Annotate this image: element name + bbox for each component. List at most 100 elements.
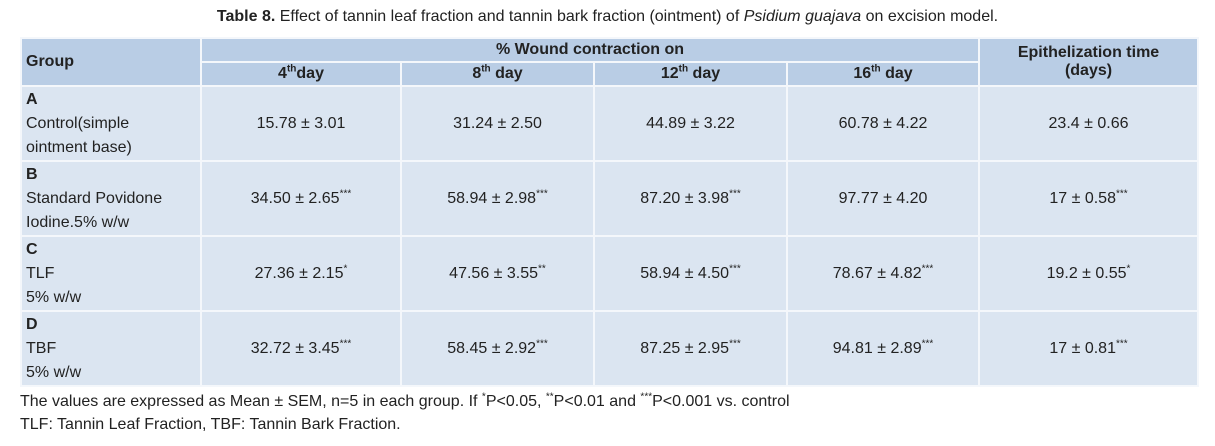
day-word: day xyxy=(296,65,324,82)
group-line: 5% w/w xyxy=(26,364,82,381)
wound-header: % Wound contraction on xyxy=(199,37,981,63)
segment-text: P<0.001 vs. control xyxy=(652,393,790,410)
value-cell: 58.94 ± 4.50*** xyxy=(593,235,788,312)
group-line: 5% w/w xyxy=(26,289,82,306)
value-cell: 17 ± 0.58*** xyxy=(978,160,1200,237)
group-line: ointment base) xyxy=(26,139,132,156)
day-word: day xyxy=(490,65,523,82)
day-header: 16th day xyxy=(785,61,981,87)
cell-value: 23.4 ± 0.66 xyxy=(1048,114,1129,132)
significance: *** xyxy=(1115,188,1128,200)
group-cell: B Standard Povidone Iodine.5% w/w xyxy=(20,160,202,237)
cell-value: 27.36 ± 2.15 xyxy=(254,264,344,282)
body-row: D TBF 5% w/w 32.72 ± 3.45*** 58.45 ± 2.92***… xyxy=(20,310,1200,387)
data-table: Group% Wound contraction on Epithelizatio… xyxy=(20,37,1200,387)
table-header: Group% Wound contraction on Epithelizatio… xyxy=(20,37,1200,87)
caption: Table 8. Effect of tannin leaf fraction … xyxy=(0,8,1215,26)
day-suffix: th xyxy=(286,63,297,75)
day-number: 16 xyxy=(853,65,872,82)
value-cell: 97.77 ± 4.20 xyxy=(785,160,981,237)
segment-bold: Table 8. xyxy=(216,8,276,25)
value-cell: 34.50 ± 2.65*** xyxy=(200,160,402,237)
value-cell: 19.2 ± 0.55* xyxy=(978,235,1200,312)
cell-value: 60.78 ± 4.22 xyxy=(838,114,928,132)
group-letter: A xyxy=(26,91,38,108)
segment-sup: ** xyxy=(545,391,554,403)
value-cell: 87.20 ± 3.98*** xyxy=(593,160,788,237)
segment-italic: Psidium guajava xyxy=(743,8,862,25)
significance: *** xyxy=(536,188,548,200)
header-line: Epithelization time xyxy=(1017,44,1160,61)
value-cell: 60.78 ± 4.22 xyxy=(785,85,981,162)
significance: *** xyxy=(536,338,548,350)
segment-text: P<0.01 and xyxy=(553,393,641,410)
group-cell: A Control(simple ointment base) xyxy=(20,85,202,162)
cell-value: 87.20 ± 3.98 xyxy=(640,189,730,207)
significance: *** xyxy=(339,338,352,350)
significance: ** xyxy=(538,263,546,275)
cell-value: 17 ± 0.58 xyxy=(1049,189,1116,207)
value-cell: 58.94 ± 2.98*** xyxy=(400,160,595,237)
group-letter: D xyxy=(26,316,38,333)
segment-sup: *** xyxy=(640,391,653,403)
day-number: 8 xyxy=(472,65,482,82)
value-cell: 58.45 ± 2.92*** xyxy=(400,310,595,387)
significance: *** xyxy=(1115,338,1128,350)
cell-value: 78.67 ± 4.82 xyxy=(832,264,922,282)
cell-value: 94.81 ± 2.89 xyxy=(832,339,922,357)
header-row: 4thday 8th day 12th day 16th day xyxy=(21,61,1198,87)
significance: * xyxy=(1126,263,1131,275)
value-cell: 44.89 ± 3.22 xyxy=(593,85,788,162)
cell-value: 17 ± 0.81 xyxy=(1049,339,1116,357)
day-number: 12 xyxy=(660,65,679,82)
day-suffix: th xyxy=(678,63,689,75)
cell-value: 32.72 ± 3.45 xyxy=(250,339,340,357)
segment-text: TLF: Tannin Leaf Fraction, TBF: Tannin B… xyxy=(20,416,401,433)
cell-value: 58.45 ± 2.92 xyxy=(447,339,537,357)
day-header: 4thday xyxy=(200,61,402,87)
value-cell: 94.81 ± 2.89*** xyxy=(785,310,981,387)
group-line: Iodine.5% w/w xyxy=(26,214,130,231)
day-word: day xyxy=(880,65,913,82)
segment-text: Effect of tannin leaf fraction and tanni… xyxy=(275,8,744,25)
group-line: Control(simple xyxy=(26,115,130,132)
cell-value: 15.78 ± 3.01 xyxy=(256,114,346,132)
cell-value: 87.25 ± 2.95 xyxy=(640,339,730,357)
footnote: The values are expressed as Mean ± SEM, … xyxy=(20,391,790,411)
significance: *** xyxy=(921,338,934,350)
value-cell: 15.78 ± 3.01 xyxy=(200,85,402,162)
group-cell: C TLF 5% w/w xyxy=(20,235,202,312)
cell-value: 31.24 ± 2.50 xyxy=(453,114,542,132)
value-cell: 27.36 ± 2.15* xyxy=(200,235,402,312)
segment-text: on excision model. xyxy=(861,8,999,25)
day-number: 4 xyxy=(278,65,287,82)
footnote: TLF: Tannin Leaf Fraction, TBF: Tannin B… xyxy=(20,416,401,434)
value-cell: 32.72 ± 3.45*** xyxy=(200,310,402,387)
group-letter: B xyxy=(26,166,38,183)
value-cell: 87.25 ± 2.95*** xyxy=(593,310,788,387)
group-line: TLF xyxy=(26,265,55,282)
day-word: day xyxy=(688,65,721,82)
value-cell: 47.56 ± 3.55** xyxy=(400,235,595,312)
significance: *** xyxy=(921,263,934,275)
group-letter: C xyxy=(26,241,38,258)
value-cell: 17 ± 0.81*** xyxy=(978,310,1200,387)
significance: * xyxy=(343,263,348,275)
day-suffix: th xyxy=(481,63,491,75)
segment-sup: * xyxy=(481,391,486,403)
significance: *** xyxy=(729,188,741,200)
cell-value: 97.77 ± 4.20 xyxy=(838,189,928,207)
header-line: (days) xyxy=(1064,62,1113,79)
day-header: 8th day xyxy=(400,61,595,87)
segment-text: The values are expressed as Mean ± SEM, … xyxy=(20,393,482,410)
group-header: Group xyxy=(20,37,202,87)
group-line: TBF xyxy=(26,340,57,357)
body-row: A Control(simple ointment base) 15.78 ± 3.0… xyxy=(20,85,1200,162)
header-row: Group% Wound contraction on Epithelizatio… xyxy=(20,37,1200,87)
cell-value: 19.2 ± 0.55 xyxy=(1046,264,1127,282)
table-body: A Control(simple ointment base) 15.78 ± 3.0… xyxy=(20,85,1200,387)
epithelization-header: Epithelization time (days) xyxy=(978,37,1200,87)
value-cell: 23.4 ± 0.66 xyxy=(978,85,1200,162)
body-row: B Standard Povidone Iodine.5% w/w 34.50 ± 2… xyxy=(20,160,1200,237)
